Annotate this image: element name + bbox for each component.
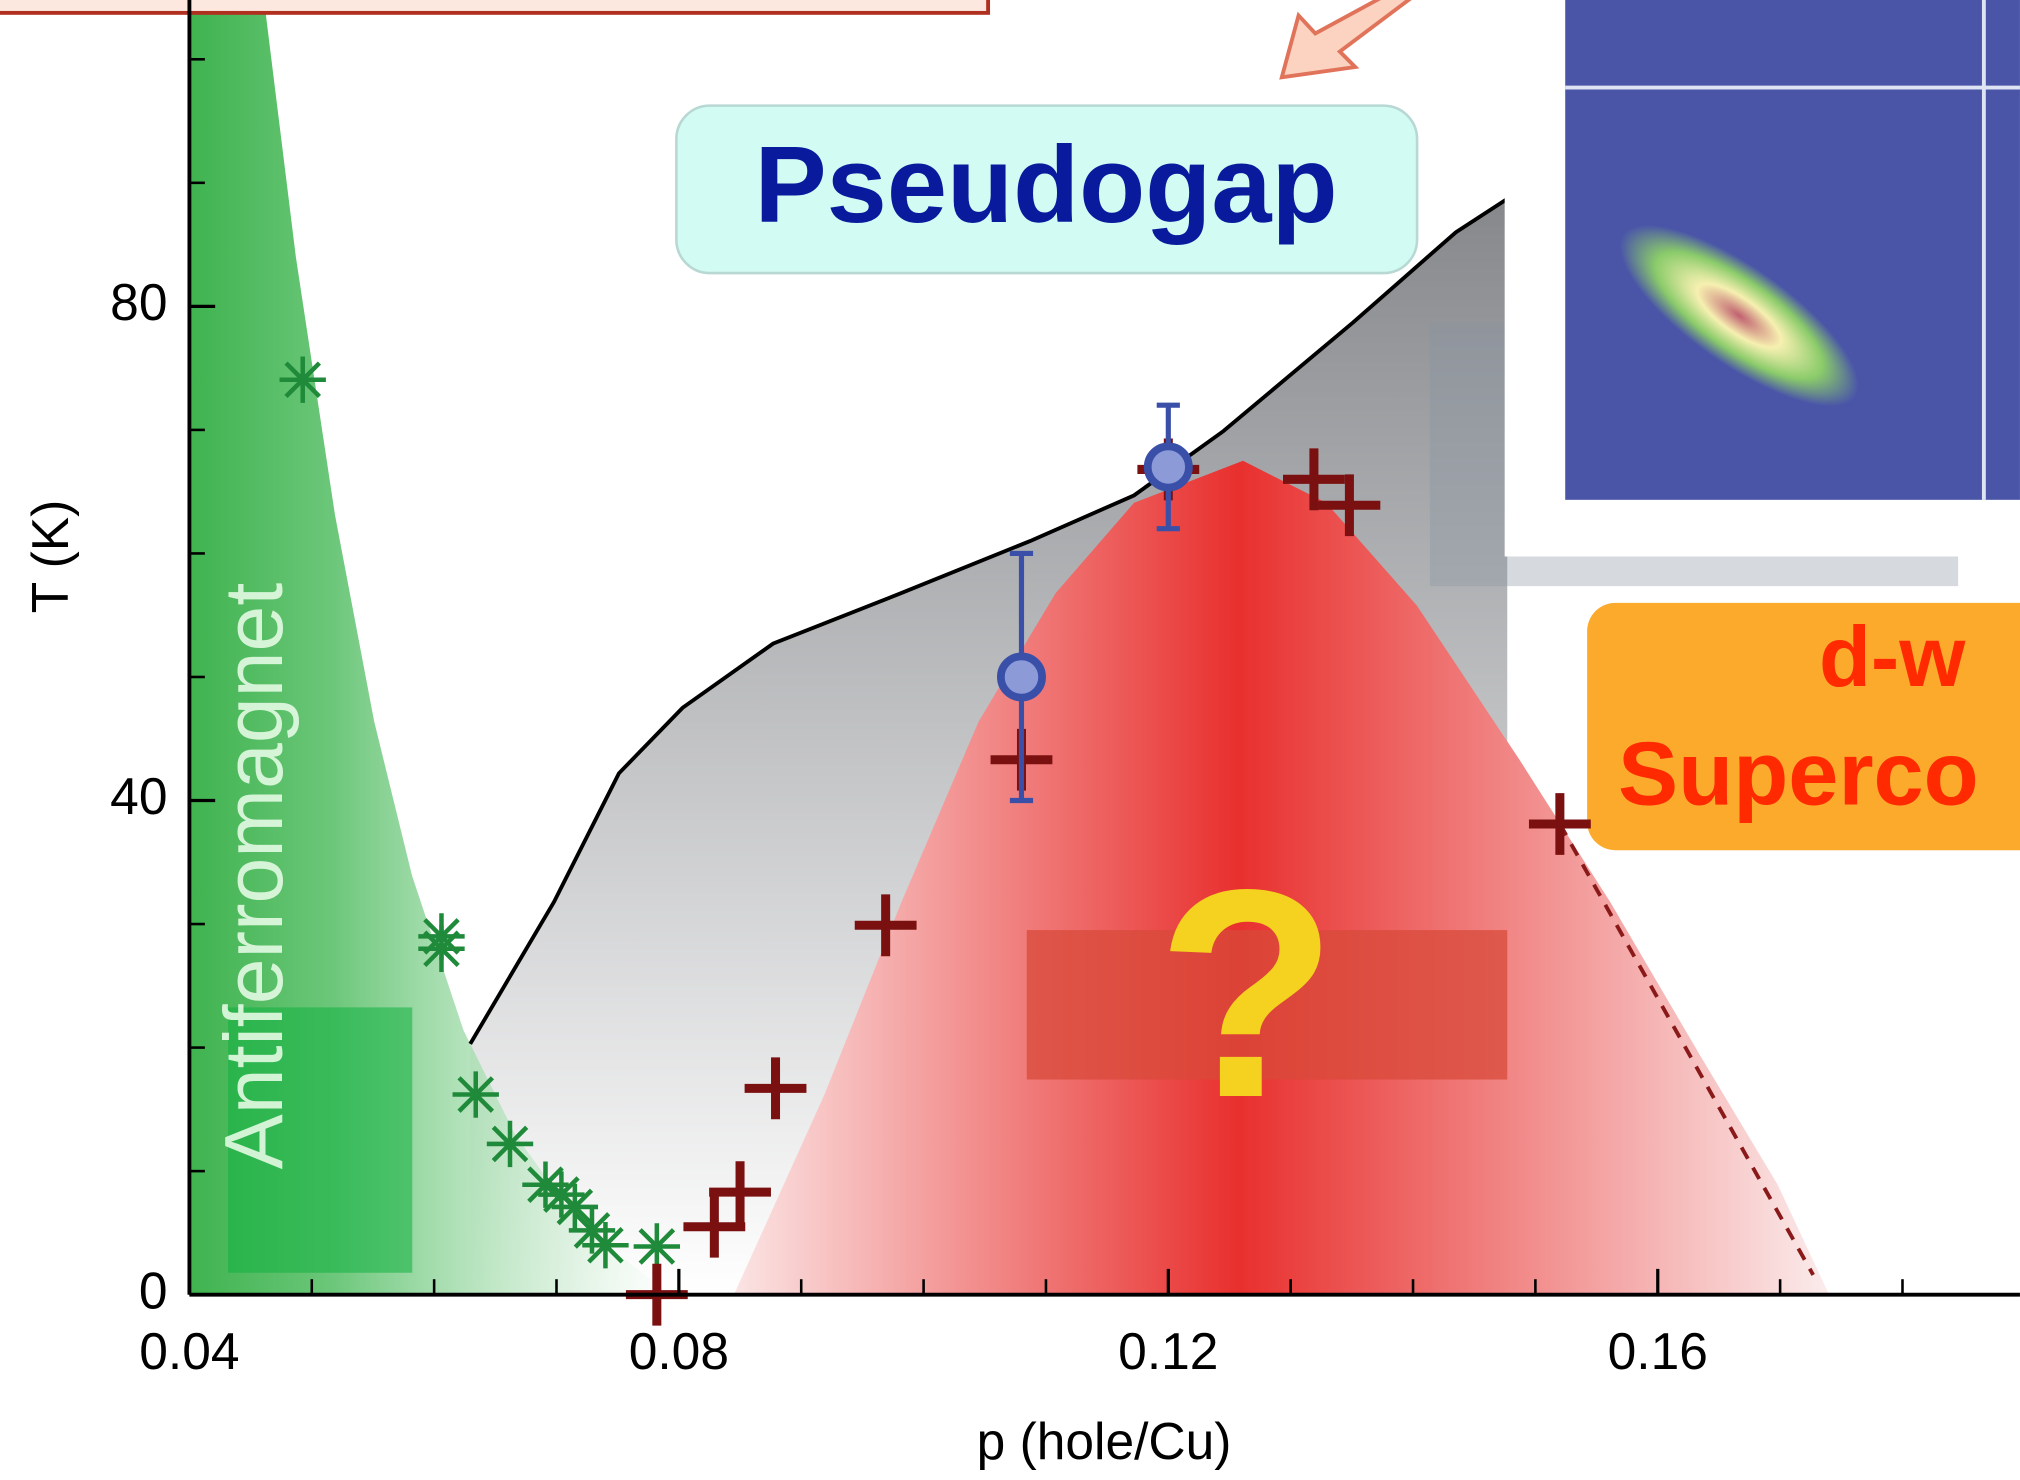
dwave-label: Superco	[1618, 723, 1979, 824]
asterisk-marker	[453, 1071, 499, 1117]
chart: Antiferromagnet? Pseudogap d-w Superco 0.04…	[0, 0, 2020, 1475]
y-tick-label: 40	[110, 767, 167, 825]
x-tick-label: 0.12	[1118, 1322, 1218, 1380]
dwave-label: d-w	[1819, 610, 1966, 705]
caption-box	[0, 0, 988, 13]
x-tick-label: 0.16	[1608, 1322, 1708, 1380]
y-tick-label: 80	[110, 273, 167, 331]
pseudogap-label: Pseudogap	[755, 124, 1338, 245]
arrow	[1282, 0, 1417, 77]
page: {"chart_data":{"type":"scatter", "x_labe…	[0, 0, 2020, 1475]
asterisk-marker	[582, 1222, 628, 1268]
question-mark: ?	[1157, 828, 1338, 1159]
circle-marker-body	[1001, 656, 1042, 697]
asterisk-marker	[634, 1223, 680, 1269]
asterisk-marker	[280, 357, 326, 403]
asterisk-marker	[418, 926, 464, 972]
x-tick-label: 0.08	[629, 1322, 729, 1380]
antiferromagnet-label: Antiferromagnet	[208, 583, 300, 1170]
x-axis-label: p (hole/Cu)	[977, 1412, 1232, 1470]
circle-marker-body	[1148, 446, 1189, 487]
x-tick-label: 0.04	[139, 1322, 239, 1380]
asterisk-marker	[487, 1121, 533, 1167]
y-tick-label: 0	[139, 1261, 168, 1319]
y-axis-label: T (K)	[21, 500, 79, 614]
